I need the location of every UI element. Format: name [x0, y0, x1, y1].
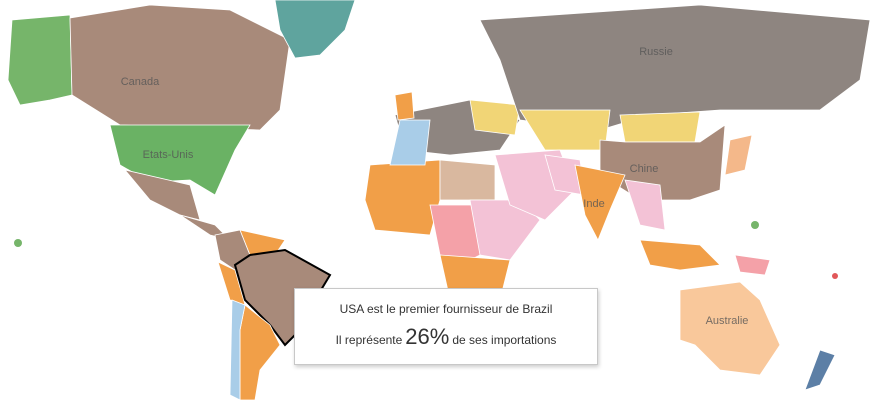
mongolia [619, 111, 701, 143]
chile [229, 299, 246, 401]
tooltip-text: Il représente [335, 333, 403, 347]
island [751, 221, 759, 229]
tooltip: USA est le premier fournisseur de Brazil… [294, 288, 598, 365]
tooltip-line: USA est le premier fournisseur de Brazil [339, 302, 553, 316]
india [574, 164, 626, 241]
australia [679, 281, 781, 376]
russia [479, 4, 871, 131]
map-label: Inde [583, 198, 604, 210]
tooltip-text: de ses importations [452, 333, 557, 347]
new-zealand [804, 349, 836, 391]
png [734, 254, 771, 276]
map-label: Chine [630, 163, 659, 175]
kazakhstan [519, 109, 611, 151]
greenland [274, 0, 356, 59]
canada [69, 4, 291, 131]
ukraine [469, 99, 521, 136]
france-spain [389, 119, 431, 166]
map-label: Canada [121, 76, 160, 88]
tooltip-line: Il représente 26% de ses importations [295, 324, 597, 350]
southeast-asia [624, 179, 666, 231]
map-label: Etats-Unis [143, 149, 194, 161]
tooltip-share: 26% [405, 324, 450, 349]
map-label: Australie [706, 315, 749, 327]
island [832, 273, 838, 279]
alaska [7, 14, 73, 106]
japan [724, 134, 753, 176]
uk [394, 91, 415, 121]
island [14, 239, 22, 247]
west-africa [364, 159, 441, 236]
indonesia [639, 239, 721, 271]
north-africa [439, 159, 496, 201]
map-label: Russie [639, 46, 673, 58]
